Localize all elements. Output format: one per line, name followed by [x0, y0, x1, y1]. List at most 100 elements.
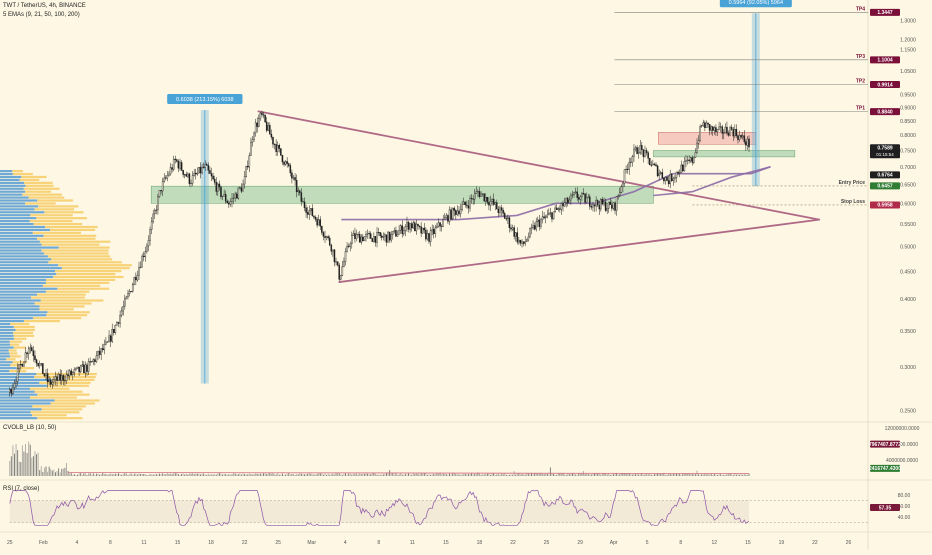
- volume-bar: [340, 474, 342, 476]
- volume-bar: [233, 473, 235, 476]
- volume-bar: [266, 474, 268, 476]
- profile-buy: [0, 340, 10, 343]
- profile-buy: [0, 290, 46, 293]
- volume-bar: [450, 474, 452, 476]
- volume-bar: [296, 474, 298, 476]
- candle-body: [179, 162, 181, 169]
- candle-body: [600, 199, 602, 210]
- volume-bar: [666, 474, 668, 476]
- candle-body: [573, 192, 575, 196]
- volume-bar: [693, 473, 695, 476]
- candle-body: [439, 222, 441, 227]
- candle-body: [332, 249, 334, 252]
- level-price-bg: [870, 56, 900, 64]
- candle-body: [507, 217, 509, 219]
- volume-bar: [691, 474, 693, 476]
- volume-bar: [638, 474, 640, 476]
- volume-bar: [644, 474, 646, 476]
- volume-bar: [513, 471, 515, 476]
- volume-bar: [132, 474, 134, 476]
- volume-bar: [392, 473, 394, 476]
- candle-body: [261, 112, 263, 115]
- candle-body: [218, 183, 221, 188]
- time-tick: 22: [510, 540, 516, 546]
- candle-body: [557, 208, 560, 210]
- last-price-sub: 01:15:54: [876, 152, 894, 157]
- profile-sell: [32, 231, 81, 234]
- volume-bar: [658, 473, 660, 476]
- volume-bar: [281, 473, 283, 476]
- candle-body: [633, 148, 635, 157]
- volume-bar: [122, 473, 124, 476]
- volume-bar: [704, 474, 706, 476]
- volume-bar: [732, 474, 734, 476]
- volume-bar: [434, 474, 436, 476]
- volume-pane: [9, 441, 750, 476]
- profile-sell: [12, 361, 28, 364]
- profile-sell: [48, 261, 122, 264]
- candle-body: [659, 172, 662, 174]
- volume-bar: [173, 473, 175, 476]
- level-price: 0.6457: [877, 184, 893, 190]
- volume-bar: [587, 474, 589, 476]
- candle-body: [86, 364, 88, 372]
- candle-body: [152, 213, 154, 222]
- volume-bar: [285, 474, 287, 476]
- volume-bar: [20, 462, 22, 476]
- candle-body: [136, 275, 139, 281]
- candle-body: [373, 236, 375, 242]
- candle-body: [481, 193, 484, 195]
- volume-bar: [624, 473, 625, 476]
- volume-bar: [80, 473, 82, 476]
- volume-bar: [89, 473, 91, 476]
- volume-bar: [319, 473, 321, 476]
- candle-body: [57, 374, 60, 381]
- profile-sell: [37, 199, 73, 202]
- candle-body: [685, 160, 687, 162]
- candle-body: [414, 222, 416, 232]
- volume-bar: [499, 474, 501, 476]
- volume-bar: [742, 474, 744, 476]
- last-price-bg: [870, 144, 900, 159]
- candle-body: [187, 173, 189, 177]
- volume-bar: [683, 473, 685, 476]
- candle-body: [521, 241, 523, 244]
- candle-body: [144, 251, 147, 258]
- candle-body: [552, 211, 555, 220]
- candle-body: [393, 230, 396, 232]
- volume-average: [68, 472, 750, 474]
- candle-body: [182, 170, 184, 175]
- candle-body: [54, 376, 57, 380]
- profile-sell: [16, 367, 34, 370]
- volume-bar: [491, 473, 493, 476]
- volume-bar: [746, 474, 748, 476]
- candle-body: [576, 191, 578, 198]
- volume-bar: [627, 473, 629, 476]
- candle-body: [492, 199, 495, 205]
- profile-buy: [0, 293, 38, 296]
- candle-body: [62, 375, 65, 381]
- candle-body: [708, 124, 711, 131]
- candle-body: [302, 201, 304, 203]
- volume-bar: [43, 467, 45, 476]
- rsi-legend[interactable]: RSI (7, close): [3, 486, 40, 492]
- profile-buy: [0, 231, 33, 234]
- candle-body: [549, 212, 552, 214]
- candle-body: [172, 158, 175, 170]
- ema-legend[interactable]: 5 EMAs (9, 21, 50, 100, 200): [3, 12, 80, 18]
- candle-body: [10, 389, 13, 394]
- profile-sell: [41, 249, 109, 252]
- volume-legend[interactable]: CVOLB_LB (10, 50): [3, 425, 57, 431]
- volume-bar: [321, 473, 323, 476]
- candle-body: [142, 255, 145, 258]
- volume-bar: [442, 473, 444, 476]
- candle-body: [693, 156, 695, 163]
- candle-body: [404, 226, 407, 231]
- volume-bar: [490, 474, 491, 476]
- volume-bar: [420, 473, 422, 476]
- volume-bar: [133, 473, 135, 476]
- profile-sell: [56, 272, 116, 276]
- candle-body: [234, 193, 236, 199]
